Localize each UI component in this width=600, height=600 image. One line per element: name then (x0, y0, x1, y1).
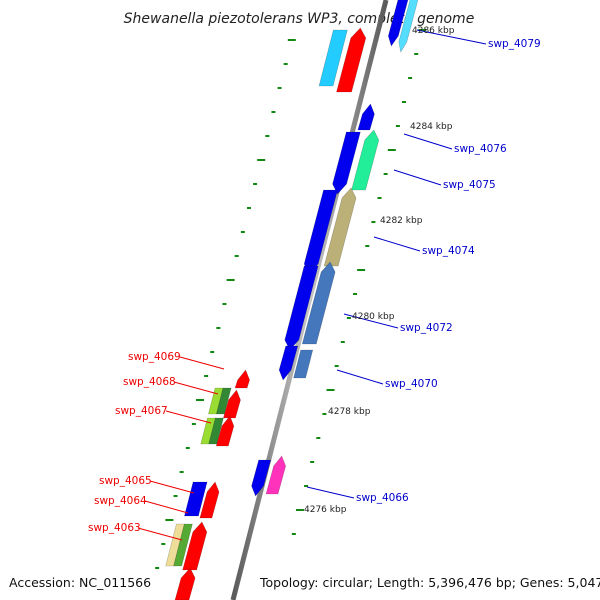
kbp-marker: 4284 kbp (410, 122, 453, 132)
leader-line-swp-4075 (393, 169, 442, 186)
gene-feature-swp-4074 (323, 187, 357, 267)
leader-line-swp-4068 (173, 381, 219, 395)
topology-text: Topology: circular; Length: 5,396,476 bp… (259, 575, 600, 590)
leader-line-swp-4064 (144, 500, 189, 514)
leader-line-swp-4069 (179, 356, 225, 370)
gene-feature-swp-4069 (234, 369, 250, 389)
leader-line-swp-4074 (373, 236, 421, 252)
kbp-marker: 4280 kbp (352, 312, 395, 322)
gene-label-swp-4068[interactable]: swp_4068 (123, 376, 176, 388)
gene-feature-swp-4070 (293, 349, 314, 379)
gene-feature-blue (332, 131, 361, 195)
gene-feature-blue (387, 0, 409, 47)
gene-feature-blue (251, 459, 272, 497)
gene-feature-swp-4067 (208, 417, 224, 445)
gene-label-swp-4076[interactable]: swp_4076 (454, 143, 507, 155)
kbp-marker: 4286 kbp (412, 26, 455, 36)
kbp-marker: 4282 kbp (380, 216, 423, 226)
gene-label-swp-4074[interactable]: swp_4074 (422, 245, 475, 257)
leader-line-swp-4076 (403, 133, 453, 150)
gene-feature-swp-4065 (184, 481, 208, 517)
gene-feature-blue (278, 345, 299, 381)
leader-lines (137, 29, 487, 541)
gene-feature-swp-4072 (284, 265, 319, 351)
gene-feature-blue (357, 103, 375, 131)
gene-feature-swp-4075 (351, 129, 380, 191)
gene-feature-swp-4063 (182, 521, 208, 571)
gene-feature-swp-4068 (216, 387, 232, 415)
leader-line-swp-4072 (343, 313, 399, 329)
gene-feature-red (336, 27, 367, 93)
gene-label-swp-4063[interactable]: swp_4063 (88, 522, 141, 534)
kbp-marker: 4278 kbp (328, 407, 371, 417)
kbp-marker: 4276 kbp (304, 505, 347, 515)
gene-label-swp-4079[interactable]: swp_4079 (488, 38, 541, 50)
gene-label-swp-4064[interactable]: swp_4064 (94, 495, 147, 507)
gene-label-swp-4075[interactable]: swp_4075 (443, 179, 496, 191)
gene-feature-red (174, 567, 196, 600)
gene-label-swp-4065[interactable]: swp_4065 (99, 475, 152, 487)
gene-feature-cyan (318, 29, 348, 87)
leader-line-swp-4067 (165, 410, 212, 424)
gene-label-swp-4072[interactable]: swp_4072 (400, 322, 453, 334)
tick-track (155, 29, 427, 569)
gene-feature-swp-4066 (265, 455, 286, 495)
gene-label-swp-4066[interactable]: swp_4066 (356, 492, 409, 504)
accession-text: Accession: NC_011566 (9, 575, 151, 590)
gene-label-swp-4069[interactable]: swp_4069 (128, 351, 181, 363)
leader-line-swp-4066 (306, 486, 355, 499)
gene-feature-group (165, 0, 419, 600)
genome-backbone (230, 0, 389, 600)
leader-line-swp-4063 (137, 527, 183, 541)
gene-feature-swp-4063 (173, 523, 193, 567)
gene-feature-swp-4067 (215, 415, 235, 447)
leader-line-swp-4070 (336, 369, 384, 385)
leader-line-swp-4065 (149, 480, 195, 494)
gene-feature-swp-4064 (199, 481, 220, 519)
gene-feature-swp-4068 (223, 389, 241, 419)
genome-title: Shewanella piezotolerans WP3, complete g… (124, 11, 475, 27)
leader-line-swp-4079 (416, 29, 487, 45)
gene-feature-swp-4072 (301, 261, 336, 345)
gene-feature-swp-4079 (398, 0, 419, 53)
gene-label-swp-4070[interactable]: swp_4070 (385, 378, 438, 390)
gene-label-swp-4067[interactable]: swp_4067 (115, 405, 168, 417)
